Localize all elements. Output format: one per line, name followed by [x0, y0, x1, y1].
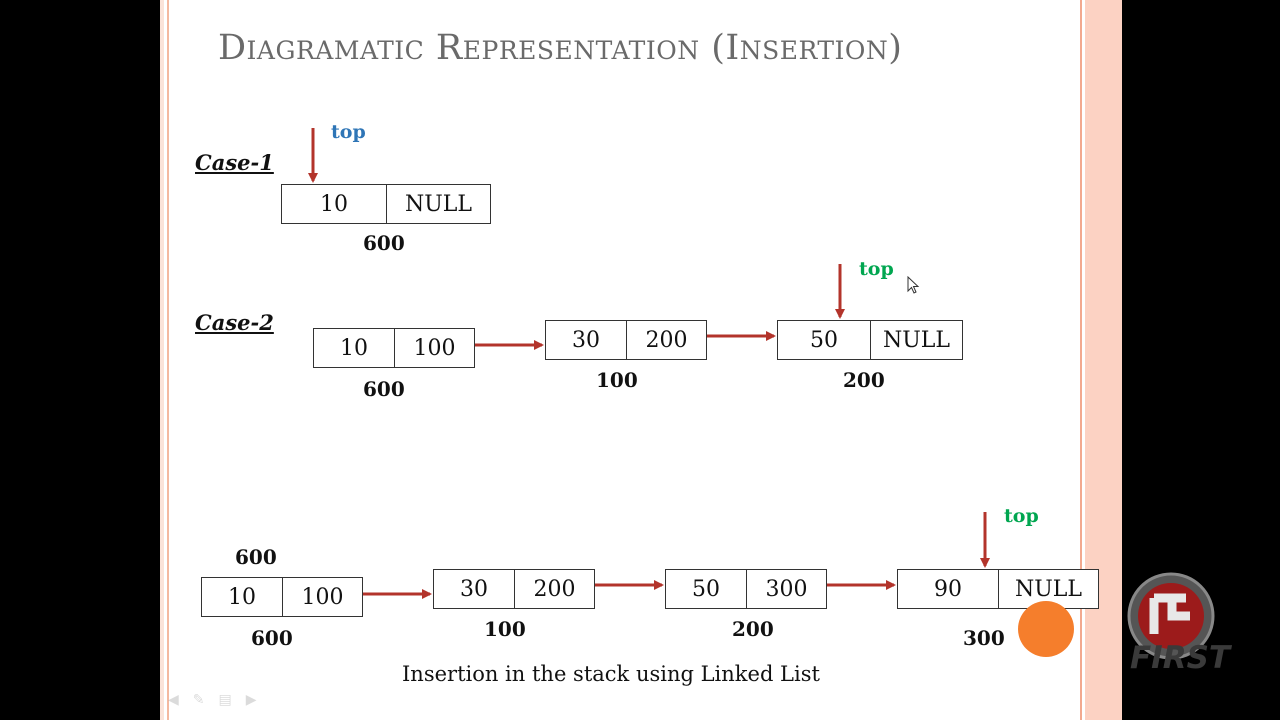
node-address: 600 [251, 626, 293, 650]
node-next: 200 [514, 570, 594, 608]
presentation-controls[interactable]: ◀ ✎ ▤ ▶ [168, 692, 257, 708]
node-address: 100 [484, 617, 526, 641]
node-next: 100 [282, 578, 362, 616]
node-address: 300 [963, 626, 1005, 650]
case2-node: 50 NULL [777, 320, 963, 360]
case3-node: 10 100 [201, 577, 363, 617]
node-address: 100 [596, 368, 638, 392]
case1-top-label: top [331, 121, 366, 143]
case3-header-address: 600 [235, 545, 277, 569]
slide-border-left [160, 0, 174, 720]
node-data: 90 [934, 576, 962, 602]
previous-icon[interactable]: ◀ [168, 692, 179, 708]
node-next: NULL [998, 570, 1098, 608]
first-logo-icon [1127, 572, 1215, 660]
case2-node: 30 200 [545, 320, 707, 360]
case3-node: 30 200 [433, 569, 595, 609]
node-next: 300 [746, 570, 826, 608]
logo-text: FIRST [1130, 640, 1231, 676]
node-address: 600 [363, 377, 405, 401]
node-next: NULL [870, 321, 962, 359]
menu-icon[interactable]: ▤ [218, 692, 232, 708]
case3-node: 90 NULL [897, 569, 1099, 609]
case3-top-label: top [1004, 505, 1039, 527]
next-icon[interactable]: ▶ [245, 692, 257, 708]
node-next: 100 [394, 329, 474, 367]
node-address: 600 [363, 231, 405, 255]
case2-label: Case-2 [195, 310, 274, 335]
node-data: 10 [228, 584, 256, 610]
case3-node: 50 300 [665, 569, 827, 609]
case2-top-label: top [859, 258, 894, 280]
case1-label: Case-1 [195, 150, 274, 175]
slide-caption: Insertion in the stack using Linked List [402, 662, 820, 686]
node-data: 50 [810, 327, 838, 353]
node-address: 200 [843, 368, 885, 392]
pointer-highlight [1018, 601, 1074, 657]
node-data: 50 [692, 576, 720, 602]
node-address: 200 [732, 617, 774, 641]
case1-node: 10 NULL [281, 184, 491, 224]
node-next: NULL [386, 185, 490, 223]
slide-title: Diagramatic Representation (Insertion) [218, 28, 903, 68]
case2-node: 10 100 [313, 328, 475, 368]
node-data: 30 [460, 576, 488, 602]
node-data: 10 [340, 335, 368, 361]
pen-icon[interactable]: ✎ [192, 692, 205, 708]
node-data: 10 [320, 191, 348, 217]
node-next: 200 [626, 321, 706, 359]
mouse-cursor-icon [907, 276, 920, 294]
node-data: 30 [572, 327, 600, 353]
